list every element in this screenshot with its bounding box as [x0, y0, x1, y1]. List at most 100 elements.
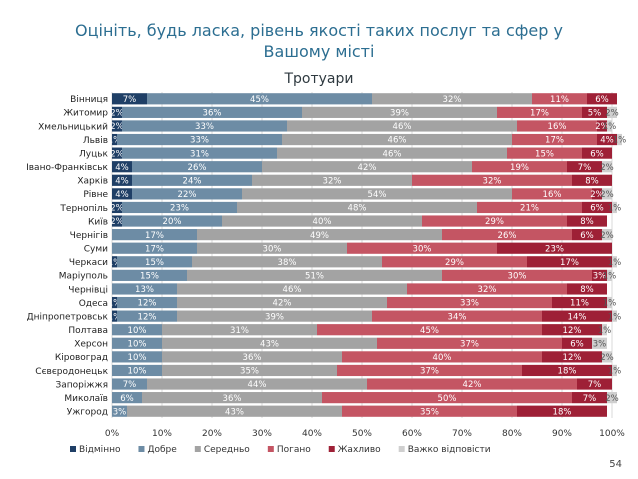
data-label: 49%	[310, 231, 329, 241]
bar-segment	[342, 405, 517, 417]
bar-segment	[112, 351, 162, 363]
bar-segment	[617, 133, 622, 146]
data-label: 1%	[613, 136, 627, 146]
data-label: 2%	[590, 190, 604, 200]
data-label: 1%	[608, 367, 622, 377]
bar-segment	[342, 351, 542, 363]
data-label: 19%	[510, 163, 529, 173]
data-label: 16%	[543, 190, 562, 200]
data-label: 12%	[563, 353, 582, 363]
data-label: 2%	[110, 217, 124, 227]
category-label: Хмельницький	[38, 122, 108, 132]
slide-title-line-1: Оцініть, будь ласка, рівень якості таких…	[75, 21, 563, 40]
category-label: Суми	[84, 245, 108, 255]
data-label: 31%	[230, 326, 249, 336]
data-label: 17%	[145, 244, 164, 254]
bar-segment	[582, 201, 612, 214]
data-label: 46%	[388, 136, 407, 146]
data-label: 11%	[570, 299, 589, 309]
data-label: 7%	[583, 394, 597, 404]
bar-segment	[597, 133, 617, 146]
category-label: Чернівці	[68, 285, 108, 295]
bar-segment	[517, 405, 607, 417]
data-label: 54%	[368, 190, 387, 200]
bar-segment	[577, 378, 612, 390]
data-label: 1%	[603, 122, 617, 132]
data-label: 1%	[108, 258, 122, 268]
data-label: 29%	[445, 258, 464, 268]
category-label: Рівне	[83, 190, 108, 200]
bar-segment	[192, 256, 382, 268]
bar-segment	[442, 269, 592, 281]
bar-segment	[442, 229, 572, 241]
bar-segment	[587, 93, 617, 105]
bar-segment	[382, 256, 527, 268]
bar-segment	[572, 229, 602, 241]
bar-segment	[347, 242, 497, 254]
data-label: 4%	[115, 163, 129, 173]
data-label: 46%	[283, 285, 302, 295]
bar-segment	[597, 120, 607, 132]
data-label: 11%	[550, 95, 569, 105]
category-label: Чернігів	[70, 231, 108, 241]
data-label: 7%	[588, 380, 602, 390]
legend-swatch	[267, 446, 274, 452]
bar-segment	[112, 188, 132, 200]
bar-segment	[262, 161, 472, 173]
data-label: 32%	[323, 176, 342, 186]
legend-label: Добре	[147, 445, 177, 455]
x-tick-label: 90%	[552, 429, 572, 439]
legend-label: Середньо	[204, 445, 250, 455]
bar-segment	[567, 283, 607, 295]
bar-segment	[592, 269, 607, 281]
bar-segment	[602, 188, 612, 200]
x-tick-label: 0%	[105, 429, 120, 439]
bar-segment	[242, 188, 512, 200]
bar-segment	[112, 378, 147, 390]
data-label: 2%	[605, 109, 619, 119]
bar-segment	[112, 256, 117, 268]
legend-label: Відмінно	[79, 445, 121, 455]
category-label: Полтава	[68, 326, 108, 336]
category-label: Кіровоград	[55, 353, 108, 363]
legend-label: Важко відповісти	[408, 445, 491, 455]
bar-segment	[607, 269, 612, 281]
bar-segment	[607, 106, 617, 118]
bar-segment	[542, 310, 612, 322]
category-label: Луцьк	[79, 149, 109, 159]
bar-segment	[117, 256, 192, 268]
x-tick-label: 10%	[152, 429, 172, 439]
data-label: 18%	[558, 367, 577, 377]
data-label: 15%	[145, 258, 164, 268]
bar-segment	[112, 283, 177, 295]
bar-segment	[162, 324, 317, 336]
legend-swatch	[194, 446, 201, 452]
bar-segment	[582, 147, 612, 159]
x-tick-label: 80%	[502, 429, 522, 439]
data-label: 21%	[520, 204, 539, 214]
data-label: 43%	[260, 339, 279, 349]
data-label: 39%	[390, 109, 409, 119]
data-label: 6%	[590, 149, 604, 159]
bar-segment	[117, 133, 282, 146]
data-label: 2%	[600, 231, 614, 241]
data-label: 12%	[138, 312, 157, 322]
legend-swatch	[70, 446, 76, 452]
bar-segment	[112, 215, 122, 227]
bar-segment	[237, 201, 477, 214]
bar-segment	[122, 201, 237, 214]
bar-segment	[572, 392, 607, 404]
category-label: Черкаси	[69, 258, 108, 268]
bar-segment	[132, 161, 262, 173]
data-label: 31%	[190, 149, 209, 159]
bar-segment	[567, 215, 607, 227]
bar-segment	[112, 364, 162, 377]
bar-segment	[412, 174, 572, 186]
category-label: Житомир	[63, 109, 108, 119]
data-label: 30%	[508, 272, 527, 282]
bar-segment	[507, 147, 582, 159]
data-label: 12%	[138, 299, 157, 309]
data-label: 2%	[110, 149, 124, 159]
data-label: 38%	[278, 258, 297, 268]
